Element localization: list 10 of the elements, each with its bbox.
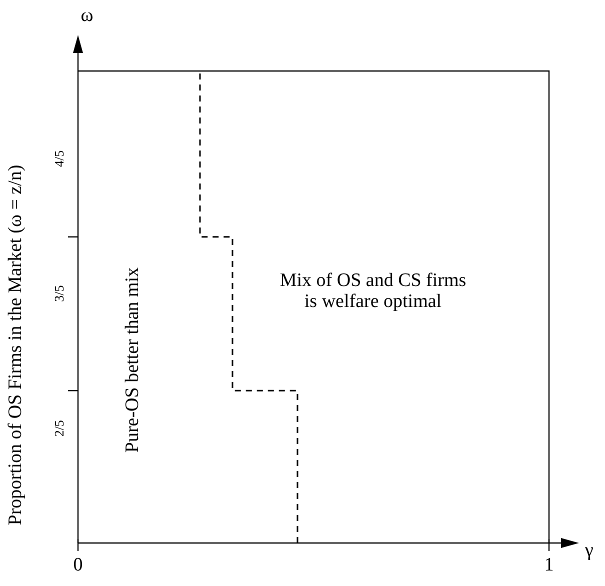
text: ω <box>80 4 94 26</box>
y-tick-label: 3/5 <box>51 285 66 302</box>
y-tick-label: 4/5 <box>51 150 66 167</box>
y-axis-title: Proportion of OS Firms in the Market (ω = z/n) <box>4 164 26 526</box>
annotation: Pure-OS better than mix <box>122 266 143 453</box>
y-tick-label: 2/5 <box>51 420 66 437</box>
x-tick-label: 1 <box>544 554 554 576</box>
x-axis-title: γ <box>584 540 594 561</box>
x-tick-label: 0 <box>73 554 83 576</box>
annotation: Mix of OS and CS firms is welfare optimal <box>280 270 466 312</box>
